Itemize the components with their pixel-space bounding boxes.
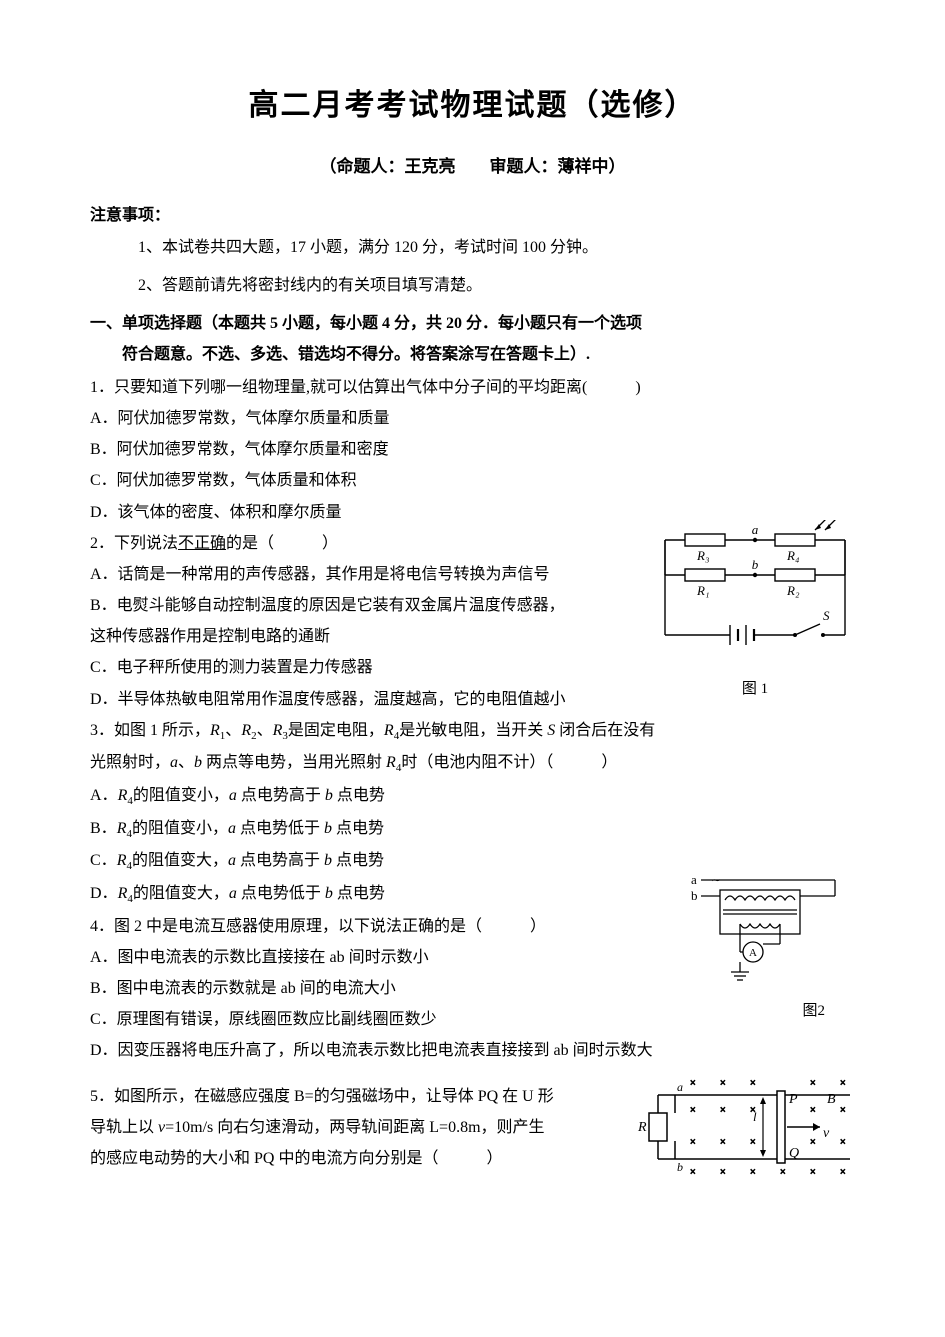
q3-s2b: 两点等电势，当用光照射	[206, 754, 382, 771]
q3b-t2: 点电势低于	[240, 820, 320, 837]
question-1: 1．只要知道下列哪一组物理量,就可以估算出气体中分子间的平均距离( )	[90, 372, 855, 403]
q3-option-a: A．R4的阻值变小，a 点电势高于 b 点电势	[90, 780, 855, 813]
q2-underline: 不正确	[178, 535, 226, 552]
notice-2: 2、答题前请先将密封线内的有关项目填写清楚。	[138, 273, 855, 299]
section-1-header-line2: 符合题意。不选、多选、错选均不得分。将答案涂写在答题卡上）.	[122, 341, 855, 370]
subtitle-authors: （命题人：王克亮 审题人：薄祥中）	[90, 152, 855, 177]
q3-s2c: 时（电池内阻不计）（ ）	[401, 754, 617, 771]
q3-s1a: 3．如图 1 所示，	[90, 722, 210, 739]
svg-text:A: A	[749, 947, 757, 959]
svg-text:∼: ∼	[711, 873, 721, 887]
q3a-t3: 点电势	[337, 787, 385, 804]
q3-option-b: B．R4的阻值变小，a 点电势低于 b 点电势	[90, 813, 855, 846]
question-4-stem: 4．图 2 中是电流互感器使用原理，以下说法正确的是（ ）	[90, 911, 855, 942]
notice-header: 注意事项：	[90, 201, 855, 225]
q1-option-a: A．阿伏加德罗常数，气体摩尔质量和质量	[90, 403, 855, 434]
svg-text:b: b	[752, 557, 759, 572]
notice-1: 1、本试卷共四大题，17 小题，满分 120 分，考试时间 100 分钟。	[138, 235, 855, 261]
figure-1-label: 图 1	[655, 677, 855, 698]
question-2-stem: 2．下列说法不正确的是（ ）	[90, 528, 855, 559]
svg-text:S: S	[823, 608, 830, 623]
figure-2: a ∼ b A	[685, 872, 855, 1020]
q3d-t1: 的阻值变大，	[133, 885, 229, 902]
section-1-header-line1: 一、单项选择题（本题共 5 小题，每小题 4 分，共 20 分．每小题只有一个选…	[90, 310, 855, 339]
q3d-t3: 点电势	[337, 885, 385, 902]
q3-s1d: 闭合后在没有	[559, 722, 655, 739]
q4-option-d: D．因变压器将电压升高了，所以电流表示数比把电流表直接接到 ab 间时示数大	[90, 1035, 855, 1066]
question-5-line2: 导轨上以 v=10m/s 向右匀速滑动，两导轨间距离 L=0.8m，则产生	[90, 1112, 855, 1143]
q2-post: 的是（ ）	[226, 535, 338, 552]
q1-option-b: B．阿伏加德罗常数，气体摩尔质量和密度	[90, 434, 855, 465]
q3c-t3: 点电势	[336, 852, 384, 869]
question-5-line3: 的感应电动势的大小和 PQ 中的电流方向分别是（ ）	[90, 1143, 855, 1174]
svg-text:a: a	[691, 872, 697, 887]
question-3-line2: 光照射时，a、b 两点等电势，当用光照射 R4时（电池内阻不计）（ ）	[90, 747, 855, 780]
q3d-t2: 点电势低于	[241, 885, 321, 902]
svg-text:R₁: R₁	[696, 583, 709, 598]
q3a-t1: 的阻值变小，	[133, 787, 229, 804]
q3a-t2: 点电势高于	[241, 787, 321, 804]
svg-text:R₂: R₂	[786, 583, 800, 598]
question-3-line1: 3．如图 1 所示，R1、R2、R3是固定电阻，R4是光敏电阻，当开关 S 闭合…	[90, 715, 855, 748]
question-5-line1: 5．如图所示，在磁感应强度 B=的匀强磁场中，让导体 PQ 在 U 形	[90, 1081, 855, 1112]
svg-text:b: b	[691, 888, 698, 903]
q3b-t1: 的阻值变小，	[132, 820, 228, 837]
q3-s1c: 是光敏电阻，当开关	[399, 722, 543, 739]
q1-option-c: C．阿伏加德罗常数，气体质量和体积	[90, 465, 855, 496]
q3c-t1: 的阻值变大，	[132, 852, 228, 869]
q3-s1b: 是固定电阻，	[288, 722, 384, 739]
q3b-t3: 点电势	[336, 820, 384, 837]
figure-2-label: 图2	[685, 999, 855, 1020]
q3c-t2: 点电势高于	[240, 852, 320, 869]
q2-pre: 2．下列说法	[90, 535, 178, 552]
q3-s2a: 光照射时，	[90, 754, 170, 771]
exam-title: 高二月考考试物理试题（选修）	[90, 80, 855, 124]
